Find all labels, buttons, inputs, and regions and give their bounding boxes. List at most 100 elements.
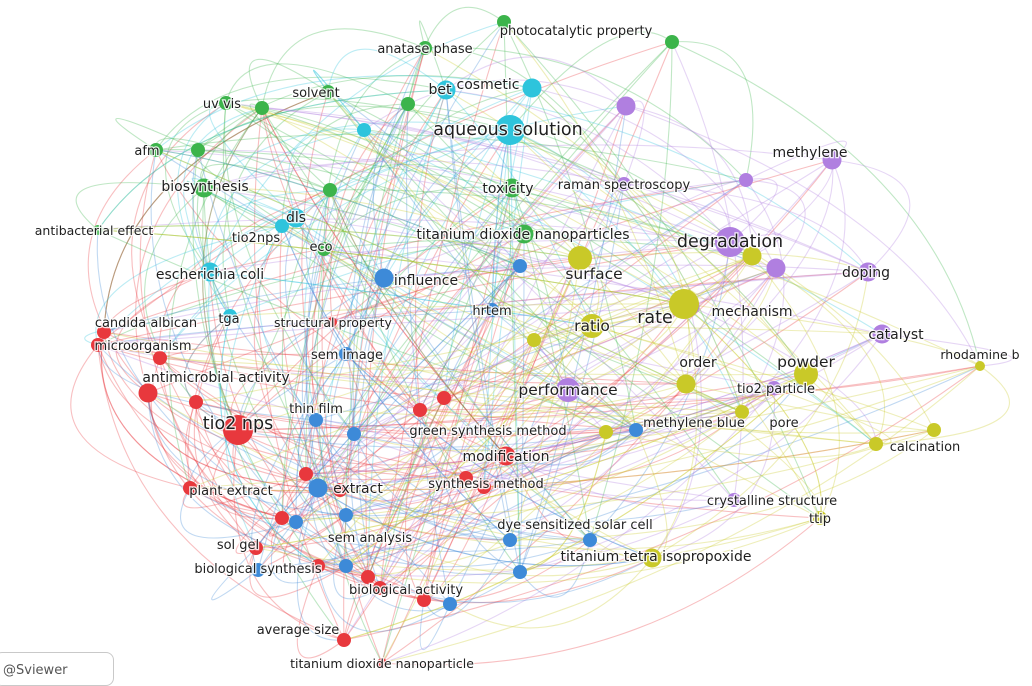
node-red-h[interactable] — [275, 511, 289, 525]
node-toxicity[interactable] — [502, 178, 522, 198]
network-link — [305, 41, 673, 475]
network-link — [505, 455, 735, 510]
node-blue-b[interactable] — [289, 515, 303, 529]
node-cosmetic[interactable] — [522, 78, 542, 98]
node-red-a[interactable] — [189, 395, 203, 409]
node-rhodamine-b[interactable] — [975, 361, 985, 371]
node-average-size[interactable] — [337, 633, 351, 647]
node-biological-synthesis[interactable] — [251, 563, 265, 577]
node-blue-f[interactable] — [583, 533, 597, 547]
node-raman-spectroscopy[interactable] — [617, 177, 631, 191]
node-escherichia-coli[interactable] — [200, 262, 220, 282]
node-purple-c[interactable] — [739, 173, 753, 187]
node-green-d[interactable] — [401, 97, 415, 111]
node-blue-a[interactable] — [513, 259, 527, 273]
node-rate[interactable] — [669, 289, 699, 319]
network-link — [415, 89, 447, 411]
node-pore[interactable] — [735, 405, 749, 419]
node-red-c[interactable] — [299, 467, 313, 481]
node-surface[interactable] — [568, 246, 592, 270]
node-green-synthesis-method[interactable] — [413, 403, 427, 417]
network-link — [317, 487, 653, 567]
node-plant-extract[interactable] — [183, 481, 197, 495]
node-anatase-phase[interactable] — [418, 41, 432, 55]
node-microorganism[interactable] — [91, 338, 105, 352]
node-crystalline-structure[interactable] — [727, 493, 741, 507]
node-order[interactable] — [676, 374, 696, 394]
node-tio2-particle[interactable] — [767, 381, 781, 395]
node-sol-gel[interactable] — [249, 541, 263, 555]
network-link — [237, 255, 753, 431]
network-link — [97, 218, 731, 243]
node-synthesis-method[interactable] — [477, 480, 491, 494]
network-link — [423, 41, 673, 601]
node-candida-albicans[interactable] — [97, 325, 111, 339]
node-doping[interactable] — [858, 262, 878, 282]
node-titanium-tetra-isopropoxide[interactable] — [642, 548, 662, 568]
network-link — [296, 419, 347, 516]
node-green-c[interactable] — [323, 183, 337, 197]
node-aqueous-solution[interactable] — [495, 115, 525, 145]
node-red-d[interactable] — [333, 483, 347, 497]
node-sem-image[interactable] — [339, 347, 353, 361]
node-extract[interactable] — [308, 478, 328, 498]
node-yellow-a[interactable] — [527, 333, 541, 347]
node-methylene[interactable] — [822, 150, 842, 170]
network-link — [343, 339, 535, 641]
node-influence[interactable] — [374, 268, 394, 288]
node-calcination[interactable] — [869, 437, 883, 451]
node-biosynthesis[interactable] — [194, 178, 214, 198]
node-performance[interactable] — [556, 378, 580, 402]
node-purple-b[interactable] — [766, 258, 786, 278]
node-biological-activity[interactable] — [361, 570, 375, 584]
node-dls[interactable] — [286, 208, 306, 228]
node-ratio[interactable] — [580, 314, 604, 338]
node-ttip[interactable] — [813, 511, 827, 525]
node-blue-e[interactable] — [513, 565, 527, 579]
node-uv-vis[interactable] — [219, 96, 233, 110]
node-blue-c[interactable] — [347, 427, 361, 441]
node-antimicrobial-activity[interactable] — [138, 383, 158, 403]
node-powder[interactable] — [794, 362, 818, 386]
node-yellow-d[interactable] — [927, 423, 941, 437]
node-dye-sensitized-solar-cell[interactable] — [503, 533, 517, 547]
node-hrtem[interactable] — [485, 303, 499, 317]
network-link — [381, 257, 581, 664]
node-red-e[interactable] — [311, 559, 325, 573]
node-tio2-nps[interactable] — [223, 415, 253, 445]
node-photocatalytic-property[interactable] — [497, 15, 511, 29]
node-red-b[interactable] — [437, 391, 451, 405]
node-green-a[interactable] — [191, 143, 205, 157]
node-purple-a[interactable] — [616, 96, 636, 116]
node-sem-analysis[interactable] — [339, 508, 353, 522]
node-red-j[interactable] — [373, 581, 387, 595]
node-titanium-dioxide-nanoparticles[interactable] — [514, 224, 534, 244]
node-yellow-b[interactable] — [599, 425, 613, 439]
node-modification[interactable] — [496, 446, 516, 466]
node-blue-g[interactable] — [339, 559, 353, 573]
node-degradation[interactable] — [715, 227, 745, 257]
node-antibacterial-effect[interactable] — [93, 225, 103, 235]
node-blue-d[interactable] — [443, 597, 457, 611]
node-solvent[interactable] — [321, 85, 335, 99]
node-catalyst[interactable] — [872, 324, 892, 344]
network-link — [155, 149, 743, 413]
node-methylene-blue[interactable] — [629, 423, 643, 437]
node-red-i[interactable] — [459, 471, 473, 485]
node-yellow-c[interactable] — [742, 246, 762, 266]
node-green-e[interactable] — [665, 35, 679, 49]
node-eco[interactable] — [317, 242, 331, 256]
node-bet[interactable] — [436, 80, 456, 100]
node-structural-property[interactable] — [327, 317, 337, 327]
node-titanium-dioxide-nanoparticle[interactable] — [377, 658, 387, 668]
node-afm[interactable] — [149, 143, 163, 157]
node-red-g[interactable] — [153, 351, 167, 365]
node-thin-film[interactable] — [309, 413, 323, 427]
network-link — [203, 187, 607, 433]
node-cyan-a[interactable] — [357, 123, 371, 137]
node-tga[interactable] — [223, 309, 237, 323]
label-extract: extract — [333, 481, 383, 497]
node-tio2nps[interactable] — [275, 219, 289, 233]
node-red-f[interactable] — [417, 593, 431, 607]
node-green-b[interactable] — [255, 101, 269, 115]
